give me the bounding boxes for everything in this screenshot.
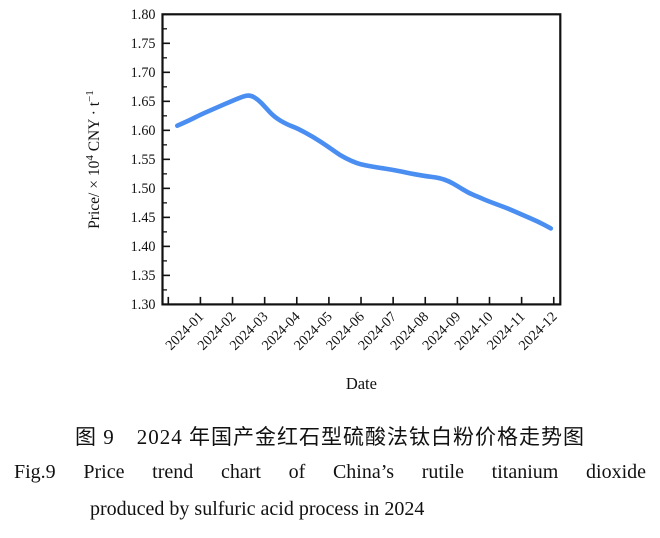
caption-english: Fig.9 Price trend chart of China’s rutil… <box>14 461 646 521</box>
y-tick-label: 1.50 <box>131 181 156 197</box>
y-tick-label: 1.70 <box>131 65 156 81</box>
y-tick-label: 1.55 <box>131 152 156 168</box>
price-trend-line <box>175 93 554 231</box>
price-trend-chart: 1.30 1.35 1.40 1.45 1.50 1.55 1.60 1.65 1.70 1.75… <box>84 7 562 393</box>
y-axis-title: Price/ × 104 CNY · t−1 <box>84 90 103 229</box>
caption-english-line1: Fig.9 Price trend chart of China’s rutil… <box>14 461 646 483</box>
y-tick-label: 1.35 <box>131 268 156 284</box>
y-tick-label: 1.45 <box>131 210 156 226</box>
caption-chinese: 图 9 2024 年国产金红石型硫酸法钛白粉价格走势图 <box>75 425 585 449</box>
y-tick-label: 1.75 <box>131 36 156 52</box>
y-tick-label: 1.60 <box>131 123 156 139</box>
x-axis-title: Date <box>346 374 377 393</box>
caption-english-line2: produced by sulfuric acid process in 202… <box>90 498 425 520</box>
y-axis: 1.30 1.35 1.40 1.45 1.50 1.55 1.60 1.65 1.70 1.75… <box>131 7 170 313</box>
y-tick-label: 1.65 <box>131 94 156 110</box>
plot-frame <box>161 13 562 306</box>
y-tick-label: 1.30 <box>131 297 156 313</box>
y-tick-label: 1.80 <box>131 7 156 23</box>
y-tick-label: 1.40 <box>131 239 156 255</box>
